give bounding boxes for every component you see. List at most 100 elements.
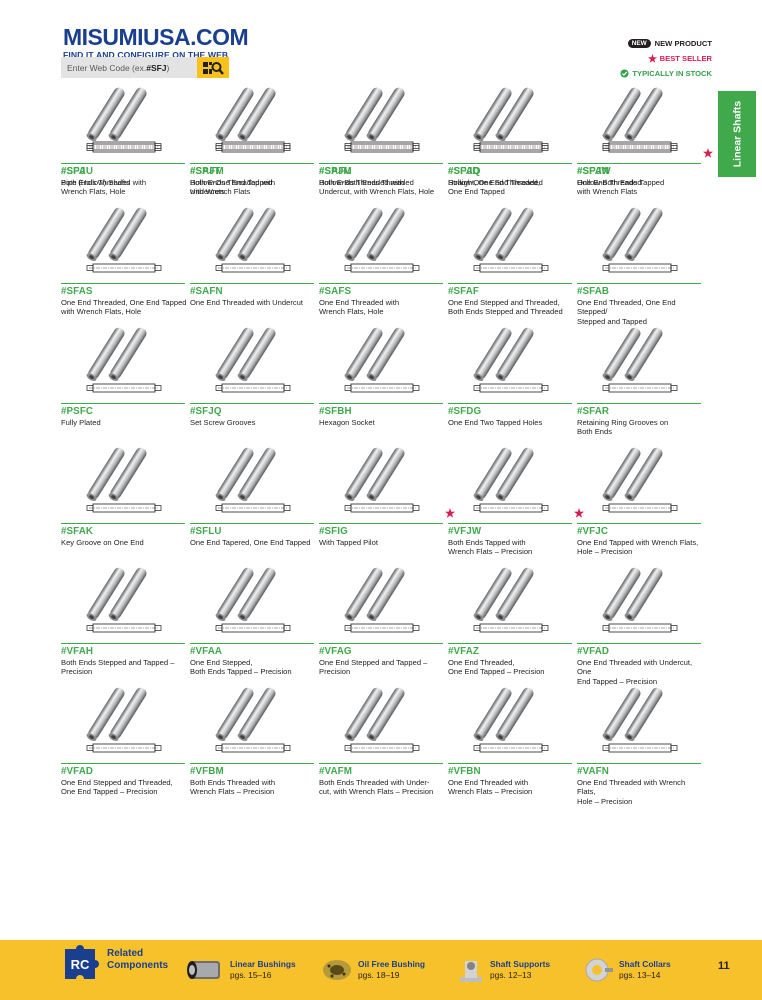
- product-description: Fully Plated: [61, 418, 101, 427]
- product-card[interactable]: #SPJM Hollow-Both Ends Threaded: [319, 86, 443, 206]
- rc-line2: Components: [107, 960, 169, 971]
- product-code[interactable]: #SFAR: [577, 406, 610, 417]
- web-code-input[interactable]: Enter Web Code (ex. #SFJ): [61, 57, 197, 78]
- product-code[interactable]: #SFAQ: [448, 166, 481, 177]
- product-card[interactable]: #SFJQ Set Screw Grooves: [190, 326, 314, 446]
- product-code[interactable]: #SPJW: [577, 166, 611, 177]
- product-code[interactable]: #SFAK: [61, 526, 94, 537]
- product-code[interactable]: #SPJM: [319, 166, 352, 177]
- product-code[interactable]: #VFAA: [190, 646, 223, 657]
- product-card[interactable]: #SFDG One End Two Tapped Holes: [448, 326, 572, 446]
- product-code[interactable]: #SFAN: [577, 166, 610, 177]
- product-code[interactable]: #SFAB: [577, 286, 610, 297]
- side-tab-label: Linear Shafts: [731, 100, 743, 168]
- shaft-image: [344, 687, 420, 753]
- product-card[interactable]: #PSFC Fully Plated: [61, 326, 185, 446]
- product-code[interactable]: #VAFM: [319, 766, 352, 777]
- product-card[interactable]: #SFAR Retaining Ring Grooves on Both Ends: [577, 326, 701, 446]
- product-card[interactable]: #VAFN One End Threaded with Wrench Flats,…: [577, 686, 701, 806]
- product-description: One End Threaded, One End Tapped – Preci…: [448, 658, 545, 677]
- product-code[interactable]: #VFBN: [448, 766, 481, 777]
- product-code[interactable]: #SPJ: [61, 166, 86, 177]
- side-tab-linear-shafts[interactable]: Linear Shafts: [718, 91, 756, 177]
- product-code[interactable]: #VFAZ: [448, 646, 479, 657]
- product-card[interactable]: #SFAF One End Stepped and Threaded, Both …: [448, 206, 572, 326]
- product-code[interactable]: #VFAG: [319, 646, 352, 657]
- shaft-collar-icon: [585, 958, 613, 982]
- product-code[interactable]: #SAFM: [190, 166, 224, 177]
- product-description: Straight, One End Threaded: [448, 178, 543, 187]
- related-shaft-collars[interactable]: Shaft Collars pgs. 13–14: [583, 940, 671, 1000]
- product-code[interactable]: #SFAF: [448, 286, 479, 297]
- product-code[interactable]: #VFAD: [577, 646, 610, 657]
- product-card[interactable]: #VFBM Both Ends Threaded with Wrench Flat…: [190, 686, 314, 806]
- search-suffix: ): [166, 62, 170, 73]
- product-card[interactable]: #VFBN One End Threaded with Wrench Flats …: [448, 686, 572, 806]
- check-circle-icon: [620, 69, 629, 78]
- product-card[interactable]: #VFAG One End Stepped and Tapped – Precis…: [319, 566, 443, 686]
- card-divider: [577, 283, 701, 284]
- product-card[interactable]: #SPJW Hollow-Both Ends Tapped with Wrench…: [577, 86, 701, 206]
- product-card[interactable]: #SPJT Hollow-One End Tapped with Wrench F…: [190, 86, 314, 206]
- related-linear-bushings[interactable]: Linear Bushings pgs. 15–16: [186, 940, 296, 1000]
- product-code[interactable]: #SFAU: [61, 166, 94, 177]
- product-code[interactable]: #SFLU: [190, 526, 222, 537]
- card-divider: [319, 163, 443, 164]
- product-code[interactable]: #SPJD: [448, 166, 480, 177]
- product-card[interactable]: #VFAD One End Threaded with Undercut, One…: [577, 566, 701, 686]
- legend-new-label: NEW PRODUCT: [654, 39, 712, 48]
- product-card[interactable]: #SFAB One End Threaded, One End Stepped/ …: [577, 206, 701, 326]
- product-card[interactable]: #SAFS One End Threaded with Wrench Flats,…: [319, 206, 443, 326]
- shaft-image: [86, 687, 162, 753]
- product-card[interactable]: #SAFN One End Threaded with Undercut: [190, 206, 314, 326]
- product-card[interactable]: #VAFM Both Ends Threaded with Under- cut,…: [319, 686, 443, 806]
- search-prefix: Enter Web Code (ex.: [67, 62, 147, 73]
- product-card[interactable]: #VFAD One End Stepped and Threaded, One E…: [61, 686, 185, 806]
- product-code[interactable]: #SFAS: [61, 286, 93, 297]
- product-code[interactable]: #SAFU: [319, 166, 352, 177]
- product-code[interactable]: #VFJW: [448, 526, 482, 537]
- product-code[interactable]: #VFAH: [61, 646, 94, 657]
- product-code[interactable]: #SPJT: [190, 166, 221, 177]
- product-card[interactable]: #VFAH Both Ends Stepped and Tapped – Prec…: [61, 566, 185, 686]
- product-card[interactable]: #SFIG With Tapped Pilot: [319, 446, 455, 566]
- product-code[interactable]: #SAFS: [319, 286, 352, 297]
- best-seller-star-icon: [445, 508, 455, 518]
- product-card[interactable]: #SPJD Hollow-One End Threaded, One End Ta…: [448, 86, 572, 206]
- related-oil-free-bushing[interactable]: Oil Free Bushing pgs. 18–19: [320, 940, 425, 1000]
- related-shaft-supports[interactable]: Shaft Supports pgs. 12–13: [456, 940, 550, 1000]
- search-button[interactable]: [197, 57, 229, 78]
- product-code[interactable]: #VFBM: [190, 766, 224, 777]
- shaft-collars-pages: pgs. 13–14: [619, 970, 661, 980]
- product-card[interactable]: #VFJW Both Ends Tapped with Wrench Flats …: [448, 446, 584, 566]
- product-card[interactable]: #VFAA One End Stepped, Both Ends Tapped –…: [190, 566, 314, 686]
- product-description: Both Ends Tapped with Wrench Flats – Pre…: [448, 538, 533, 557]
- product-code[interactable]: #SFDG: [448, 406, 482, 417]
- product-card[interactable]: #SFAS One End Threaded, One End Tapped wi…: [61, 206, 187, 326]
- rc-line1: Related: [107, 948, 144, 959]
- product-code[interactable]: #PSFC: [61, 406, 94, 417]
- product-card[interactable]: #SFBH Hexagon Socket: [319, 326, 443, 446]
- linear-bushing-icon: [187, 961, 220, 979]
- product-card[interactable]: #VFAZ One End Threaded, One End Tapped – …: [448, 566, 572, 686]
- product-card[interactable]: #VFJC One End Tapped with Wrench Flats, H…: [577, 446, 701, 566]
- shaft-image: [473, 567, 549, 633]
- product-card[interactable]: #SPJ Pipe (Hollow) Shafts: [61, 86, 185, 206]
- rc-badge-text: RC: [71, 957, 90, 972]
- product-card[interactable]: #SFAK Key Groove on One End: [61, 446, 185, 566]
- product-code[interactable]: #VFAD: [61, 766, 94, 777]
- product-code[interactable]: #SFIG: [319, 526, 348, 537]
- misumi-logo[interactable]: MISUMIUSA.COM FIND IT AND CONFIGURE ON T…: [63, 26, 249, 61]
- shaft-image: [215, 567, 291, 633]
- product-code[interactable]: #SFJQ: [190, 406, 222, 417]
- rc-label: Related Components: [107, 948, 168, 972]
- product-description: One End Stepped and Tapped – Precision: [319, 658, 428, 677]
- product-code[interactable]: #VAFN: [577, 766, 609, 777]
- product-code[interactable]: #SFBH: [319, 406, 352, 417]
- shaft-image: [344, 567, 420, 633]
- product-card[interactable]: #SFLU One End Tapered, One End Tapped: [190, 446, 314, 566]
- product-code[interactable]: #VFJC: [577, 526, 608, 537]
- product-code[interactable]: #SAFN: [190, 286, 223, 297]
- legend-stock: TYPICALLY IN STOCK: [572, 66, 712, 81]
- card-divider: [190, 163, 314, 164]
